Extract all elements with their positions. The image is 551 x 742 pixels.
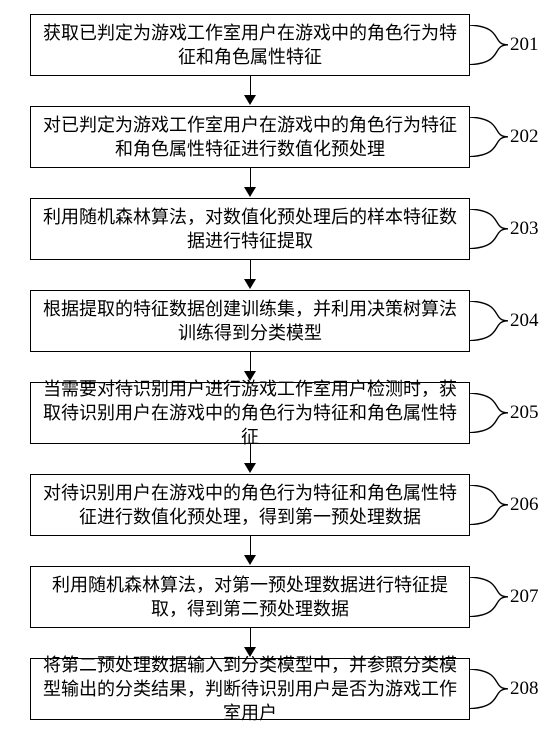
label-connector-curve: [470, 669, 508, 709]
flow-step-label: 205: [510, 402, 539, 424]
arrow-head-icon: [244, 95, 256, 105]
flow-step-text: 当需要对待识别用户进行游戏工作室用户检测时，获取待识别用户在游戏中的角色行为特征…: [41, 377, 459, 450]
flow-step-box: 利用随机森林算法，对数值化预处理后的样本特征数据进行特征提取: [30, 198, 470, 260]
flow-step-text: 将第二预处理数据输入到分类模型中，并参照分类模型输出的分类结果，判断待识别用户是…: [41, 653, 459, 726]
flow-step-text: 利用随机森林算法，对数值化预处理后的样本特征数据进行特征提取: [41, 205, 459, 254]
arrow-line: [250, 352, 251, 372]
flowchart-canvas: 获取已判定为游戏工作室用户在游戏中的角色行为特征和角色属性特征 201 对已判定为游…: [0, 0, 551, 742]
arrow-line: [250, 76, 251, 96]
flow-step-box: 对待识别用户在游戏中的角色行为特征和角色属性特征进行数值化预处理，得到第一预处理…: [30, 474, 470, 536]
flow-step-label: 206: [510, 494, 539, 516]
flow-step-box: 根据提取的特征数据创建训练集，并利用决策树算法训练得到分类模型: [30, 290, 470, 352]
label-connector-curve: [470, 209, 508, 249]
flow-step-box: 对已判定为游戏工作室用户在游戏中的角色行为特征和角色属性特征进行数值化预处理: [30, 106, 470, 168]
label-connector-curve: [470, 25, 508, 65]
label-connector-curve: [470, 301, 508, 341]
arrow-line: [250, 168, 251, 188]
flow-step-label: 201: [510, 34, 539, 56]
arrow-line: [250, 536, 251, 556]
flow-step-text: 对已判定为游戏工作室用户在游戏中的角色行为特征和角色属性特征进行数值化预处理: [41, 113, 459, 162]
label-connector-curve: [470, 577, 508, 617]
arrow-line: [250, 260, 251, 280]
label-connector-curve: [470, 117, 508, 157]
arrow-line: [250, 628, 251, 648]
flow-step-text: 获取已判定为游戏工作室用户在游戏中的角色行为特征和角色属性特征: [41, 21, 459, 70]
arrow-head-icon: [244, 279, 256, 289]
flow-arrow: [244, 168, 256, 198]
flow-step-label: 203: [510, 218, 539, 240]
flow-arrow: [244, 444, 256, 474]
arrow-head-icon: [244, 555, 256, 565]
flow-step-box: 当需要对待识别用户进行游戏工作室用户检测时，获取待识别用户在游戏中的角色行为特征…: [30, 382, 470, 444]
flow-step-label: 204: [510, 310, 539, 332]
arrow-line: [250, 444, 251, 464]
label-connector-curve: [470, 393, 508, 433]
flow-arrow: [244, 536, 256, 566]
flow-step-box: 利用随机森林算法，对第一预处理数据进行特征提取，得到第二预处理数据: [30, 566, 470, 628]
flow-step-box: 将第二预处理数据输入到分类模型中，并参照分类模型输出的分类结果，判断待识别用户是…: [30, 658, 470, 720]
flow-step-text: 对待识别用户在游戏中的角色行为特征和角色属性特征进行数值化预处理，得到第一预处理…: [41, 481, 459, 530]
arrow-head-icon: [244, 187, 256, 197]
flow-arrow: [244, 260, 256, 290]
flow-step-text: 根据提取的特征数据创建训练集，并利用决策树算法训练得到分类模型: [41, 297, 459, 346]
arrow-head-icon: [244, 463, 256, 473]
label-connector-curve: [470, 485, 508, 525]
flow-step-label: 207: [510, 586, 539, 608]
flow-step-label: 202: [510, 126, 539, 148]
flow-step-label: 208: [510, 678, 539, 700]
flow-step-text: 利用随机森林算法，对第一预处理数据进行特征提取，得到第二预处理数据: [41, 573, 459, 622]
flow-arrow: [244, 76, 256, 106]
flow-step-box: 获取已判定为游戏工作室用户在游戏中的角色行为特征和角色属性特征: [30, 14, 470, 76]
